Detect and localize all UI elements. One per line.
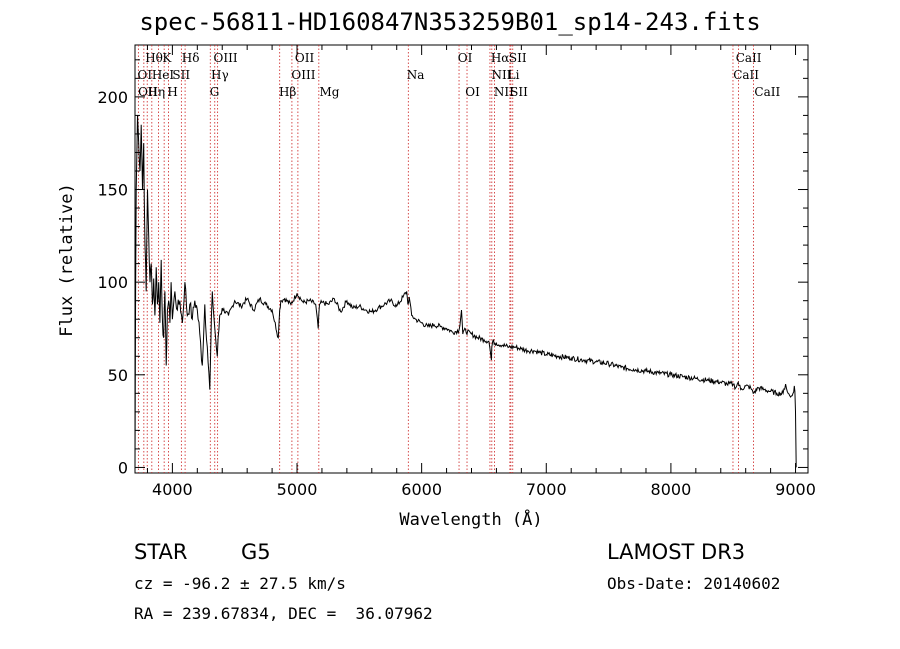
line-label-3: OIII [214,51,238,65]
obs-date: Obs-Date: 20140602 [607,574,781,593]
line-label-8: CaII [736,51,762,65]
x-tick-label-0: 4000 [152,480,193,499]
x-axis-label: Wavelength (Å) [399,510,543,530]
survey-name: LAMOST DR3 [607,540,746,564]
line-label-18: OII [138,85,158,99]
chart-title: spec-56811-HD160847N353259B01_sp14-243.f… [139,8,761,36]
line-label-2: Hδ [182,51,200,65]
y-axis-label: Flux (relative) [57,183,77,337]
line-label-23: Mg [319,85,339,99]
plot-frame [134,44,809,474]
line-label-0: Hθ [145,51,163,65]
x-tick-label-1: 5000 [277,480,318,499]
line-label-16: Li [508,68,520,82]
line-label-14: Na [407,68,425,82]
line-label-26: SII [510,85,528,99]
line-label-20: H [167,85,177,99]
line-label-15: NII [491,68,511,82]
line-label-25: NII [494,85,514,99]
line-label-12: Hγ [211,68,229,82]
line-label-1: K [162,51,172,65]
line-label-17: CaII [733,68,759,82]
coordinates: RA = 239.67834, DEC = 36.07962 [134,604,433,623]
line-label-21: G [210,85,220,99]
x-tick-label-5: 9000 [775,480,816,499]
y-tick-label-2: 100 [97,273,128,292]
x-tick-label-2: 6000 [401,480,442,499]
line-label-11: SII [172,68,190,82]
line-label-4: OII [295,51,315,65]
object-type: STAR [134,540,188,564]
line-label-6: Hα [491,51,510,65]
line-label-13: OIII [291,68,315,82]
line-label-9: OI [137,68,152,82]
line-label-10: HeI [152,68,175,82]
subclass: G5 [241,540,271,564]
y-tick-label-3: 150 [97,181,128,200]
spectrum-line [134,115,797,468]
line-label-22: Hβ [279,85,296,99]
line-label-27: CaII [754,85,780,99]
line-label-7: SII [509,51,527,65]
line-label-19: Hη [147,85,165,99]
line-label-24: OI [465,85,480,99]
redshift-text: cz = -96.2 ± 27.5 km/s [134,574,346,593]
x-tick-label-4: 8000 [651,480,692,499]
x-tick-label-3: 7000 [526,480,567,499]
y-tick-label-0: 0 [118,458,128,477]
y-tick-label-4: 200 [97,88,128,107]
line-label-5: OI [458,51,473,65]
y-tick-label-1: 50 [108,366,128,385]
